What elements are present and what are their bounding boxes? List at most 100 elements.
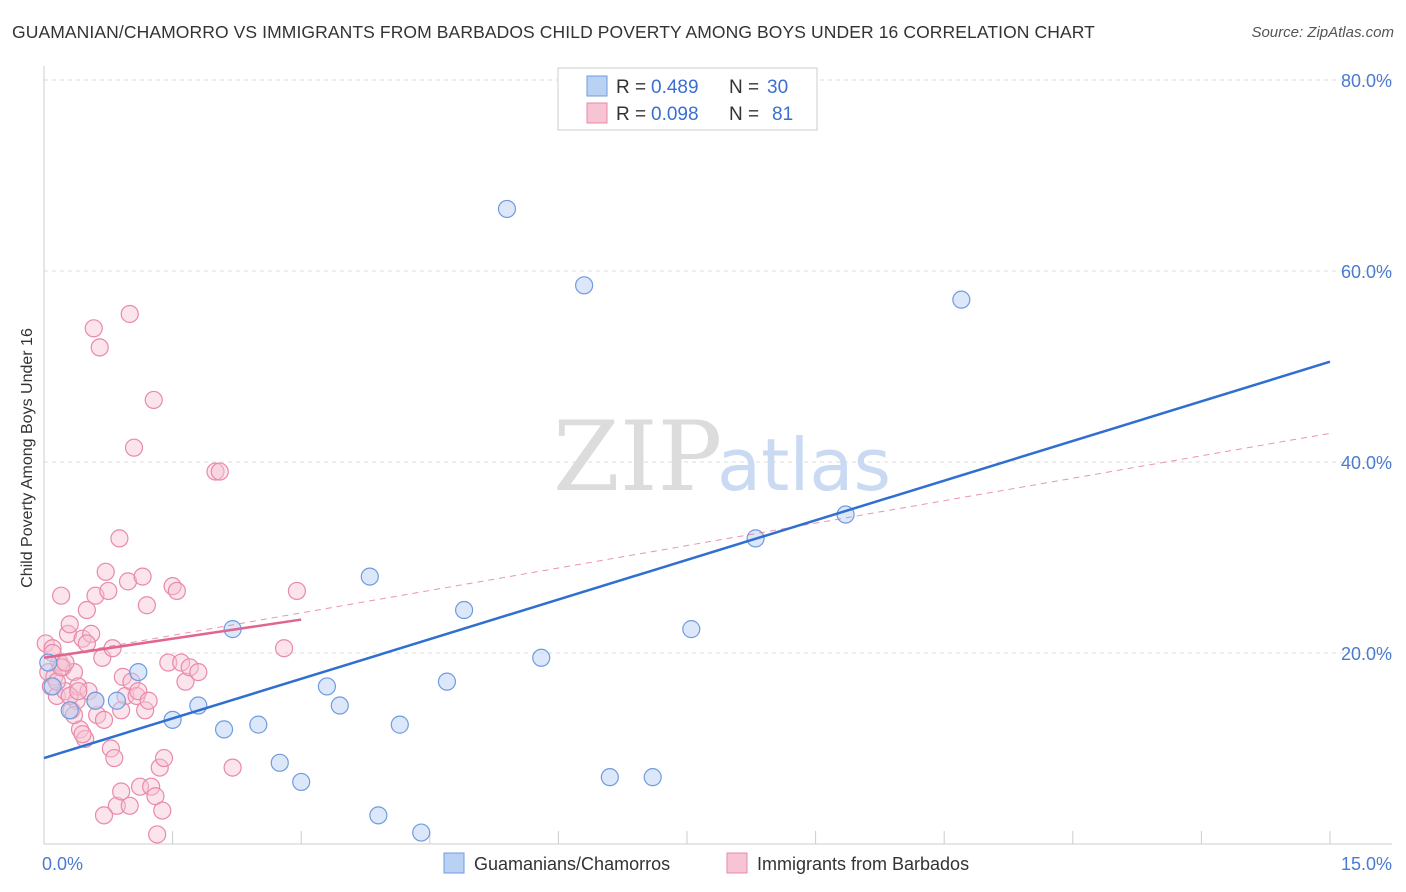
- barbados-point: [210, 462, 229, 481]
- legend-swatch-blue: [586, 75, 608, 97]
- guamanian-point: [60, 701, 79, 720]
- guamanian-point: [682, 620, 701, 639]
- barbados-trend-line: [43, 618, 302, 660]
- guamanian-point: [39, 653, 58, 672]
- gridlines: [44, 79, 1392, 654]
- guamanian-trend-line: [43, 360, 1331, 760]
- barbados-point: [139, 691, 158, 710]
- watermark-atlas: atlas: [717, 423, 891, 507]
- guamanian-point: [330, 696, 349, 715]
- series-legend-label: Immigrants from Barbados: [757, 854, 969, 874]
- guamanian-point: [600, 768, 619, 787]
- barbados-point: [124, 438, 144, 457]
- legend-n-label: N =: [729, 104, 759, 125]
- guamanian-point: [214, 720, 234, 739]
- guamanian-point: [437, 672, 457, 691]
- barbados-point: [99, 581, 118, 601]
- legend-r-label: R =: [616, 104, 646, 125]
- barbados-point: [112, 782, 131, 801]
- series-guamanian-points: [39, 199, 971, 842]
- barbados-trend-extended: [43, 432, 1331, 659]
- barbados-point: [133, 567, 152, 586]
- barbados-point: [69, 682, 88, 701]
- guamanian-point: [86, 691, 105, 710]
- guamanian-point: [575, 276, 594, 295]
- series-legend-swatch-blue: [443, 852, 465, 874]
- guamanian-point: [952, 290, 971, 309]
- legend-swatch-pink: [586, 102, 608, 124]
- legend-r-value: 0.098: [651, 104, 699, 125]
- x-tick-label: 15.0%: [1341, 854, 1392, 874]
- y-tick-label: 20.0%: [1341, 644, 1392, 664]
- barbados-point: [189, 662, 208, 682]
- x-tick-label: 0.0%: [42, 854, 83, 874]
- guamanian-point: [497, 199, 517, 219]
- watermark-zip: ZIP: [553, 401, 722, 513]
- barbados-point: [154, 748, 174, 768]
- guamanian-point: [532, 648, 551, 667]
- legend-r-value: 0.489: [651, 77, 699, 98]
- guamanian-point: [292, 772, 311, 792]
- stats-legend: R = 0.489 N = 30 R = 0.098 N = 81: [557, 67, 818, 131]
- barbados-point: [137, 596, 156, 615]
- guamanian-point: [643, 768, 662, 787]
- legend-n-value: 81: [772, 104, 793, 125]
- barbados-point: [120, 796, 139, 815]
- barbados-point: [287, 581, 307, 601]
- barbados-point: [136, 701, 155, 720]
- barbados-point: [167, 581, 186, 601]
- barbados-point: [84, 319, 103, 338]
- barbados-point: [223, 758, 242, 777]
- trend-lines: [43, 360, 1331, 760]
- barbados-point: [94, 806, 114, 825]
- guamanian-point: [270, 753, 289, 772]
- tick-labels: 20.0% 40.0% 60.0% 80.0% 0.0% 15.0%: [42, 71, 1392, 874]
- guamanian-point: [107, 691, 126, 710]
- series-legend-swatch-pink: [726, 852, 748, 874]
- barbados-point: [148, 825, 167, 844]
- series-legend-label: Guamanians/Chamorros: [474, 854, 670, 874]
- chart-title: GUAMANIAN/CHAMORRO VS IMMIGRANTS FROM BA…: [12, 22, 1095, 42]
- guamanian-point: [360, 567, 379, 586]
- legend-n-value: 30: [767, 77, 788, 98]
- barbados-point: [118, 572, 138, 591]
- barbados-point: [73, 725, 92, 744]
- guamanian-point: [43, 677, 62, 696]
- y-tick-label: 80.0%: [1341, 71, 1392, 91]
- guamanian-point: [412, 823, 431, 842]
- barbados-point: [274, 639, 294, 658]
- guamanian-point: [454, 600, 474, 620]
- barbados-point: [96, 562, 115, 581]
- barbados-point: [82, 624, 101, 644]
- guamanian-point: [317, 677, 337, 696]
- barbados-point: [60, 615, 79, 634]
- series-barbados-points: [36, 304, 307, 844]
- barbados-point: [101, 739, 120, 758]
- barbados-point: [142, 777, 161, 796]
- guamanian-point: [369, 806, 388, 825]
- y-tick-label: 60.0%: [1341, 262, 1392, 282]
- barbados-point: [180, 658, 199, 677]
- barbados-point: [153, 801, 172, 820]
- guamanian-point: [249, 715, 268, 734]
- barbados-point: [176, 672, 195, 691]
- axes: [43, 66, 1392, 845]
- series-legend: Guamanians/Chamorros Immigrants from Bar…: [443, 852, 969, 874]
- barbados-point: [172, 653, 191, 672]
- barbados-point: [110, 529, 129, 548]
- barbados-point: [105, 748, 124, 768]
- barbados-point: [52, 586, 71, 605]
- guamanian-point: [129, 662, 148, 682]
- legend-n-label: N =: [729, 77, 759, 98]
- guamanian-point: [390, 715, 409, 734]
- legend-r-label: R =: [616, 77, 646, 98]
- barbados-point: [206, 462, 225, 481]
- barbados-point: [150, 758, 169, 777]
- y-tick-label: 40.0%: [1341, 453, 1392, 473]
- barbados-point: [90, 338, 109, 357]
- barbados-point: [77, 600, 96, 620]
- barbados-point: [120, 304, 139, 324]
- barbados-point: [94, 710, 114, 729]
- barbados-point: [144, 390, 163, 410]
